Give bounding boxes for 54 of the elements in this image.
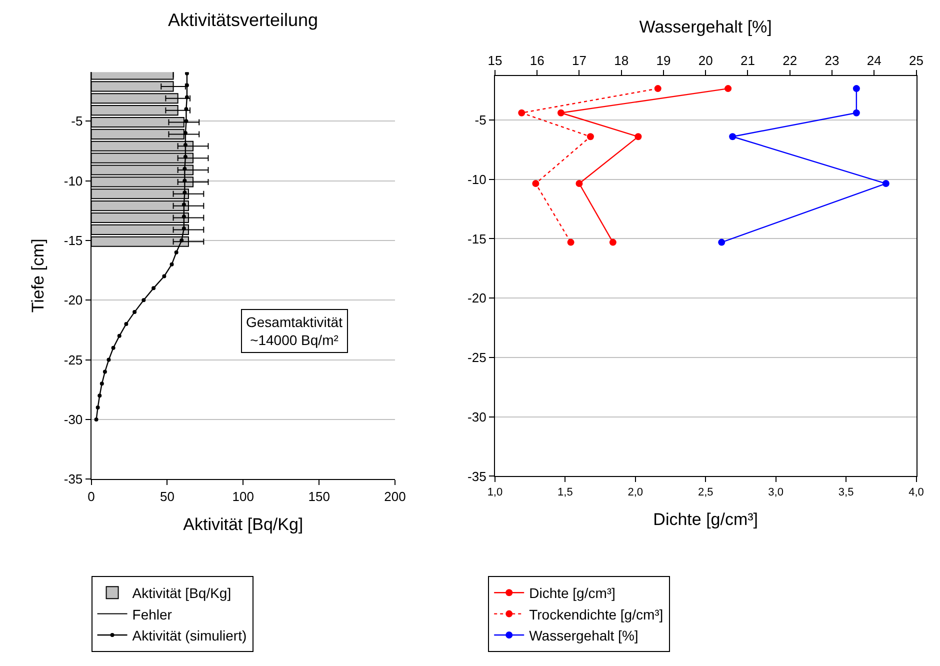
- x2-tick-label: 15: [488, 52, 502, 68]
- point: [882, 180, 890, 188]
- legend-label: Wassergehalt [%]: [529, 627, 638, 644]
- y-tick-label: -25: [468, 350, 486, 366]
- x-tick-label: 3,5: [838, 486, 854, 498]
- x2-tick-label: 16: [530, 52, 544, 68]
- x-tick-label: 150: [308, 488, 330, 504]
- y-tick-label: -35: [468, 468, 486, 484]
- x2-tick-label: 18: [614, 52, 629, 68]
- x-axis-title: Dichte [g/cm³]: [653, 510, 758, 529]
- y-tick-label: -30: [468, 409, 486, 424]
- y-tick-label: -35: [64, 472, 83, 487]
- x2-tick-label: 25: [909, 52, 924, 68]
- x-tick-label: 2,5: [698, 486, 714, 498]
- point: [729, 133, 736, 140]
- x-axis-title: Aktivität [Bq/Kg]: [183, 515, 304, 534]
- chart-title: Aktivitätsverteilung: [168, 10, 318, 30]
- x2-tick-label: 22: [782, 52, 798, 68]
- y-axis-title: Tiefe [cm]: [28, 238, 48, 313]
- x2-tick-label: 23: [824, 52, 840, 68]
- y-tick-label: -30: [64, 412, 83, 428]
- x-tick-label: 100: [232, 488, 254, 504]
- x2-tick-label: 21: [740, 52, 755, 68]
- point: [852, 85, 860, 92]
- y-tick-label: -15: [64, 232, 83, 248]
- x-tick-label: 3,0: [768, 486, 784, 498]
- legend-label: Dichte [g/cm³]: [529, 585, 616, 602]
- y-tick-label: -5: [71, 114, 83, 129]
- y-tick-label: -5: [474, 112, 486, 128]
- x-tick-label: 0: [88, 488, 95, 504]
- x2-tick-label: 17: [572, 52, 586, 68]
- point: [718, 238, 726, 246]
- x-tick-label: 1,0: [487, 486, 503, 498]
- y-tick-label: -20: [64, 292, 83, 308]
- x-tick-label: 200: [384, 488, 406, 504]
- x-tick-label: 4,0: [908, 486, 924, 498]
- y-tick-label: -20: [468, 290, 486, 306]
- x2-tick-label: 19: [656, 52, 671, 68]
- x2-axis-title: Wassergehalt [%]: [639, 17, 772, 36]
- y-tick-label: -10: [64, 173, 83, 188]
- point: [852, 109, 860, 116]
- y-tick-label: -25: [64, 352, 83, 368]
- x2-tick-label: 20: [698, 52, 713, 68]
- legend-label: Fehler: [132, 606, 172, 622]
- legend-label: Aktivität [Bq/Kg]: [132, 585, 232, 602]
- x-tick-label: 2,0: [628, 486, 644, 498]
- legend-label: Trockendichte [g/cm³]: [529, 606, 664, 622]
- y-tick-label: -15: [468, 231, 486, 246]
- annotation: Gesamtaktivität ~14000 Bq/m²: [246, 314, 343, 348]
- x2-tick-label: 24: [866, 52, 882, 68]
- x-tick-label: 50: [160, 488, 174, 504]
- x-tick-label: 1,5: [558, 486, 573, 498]
- y-tick-label: -10: [468, 172, 486, 187]
- legend-label: Aktivität (simuliert): [132, 627, 247, 644]
